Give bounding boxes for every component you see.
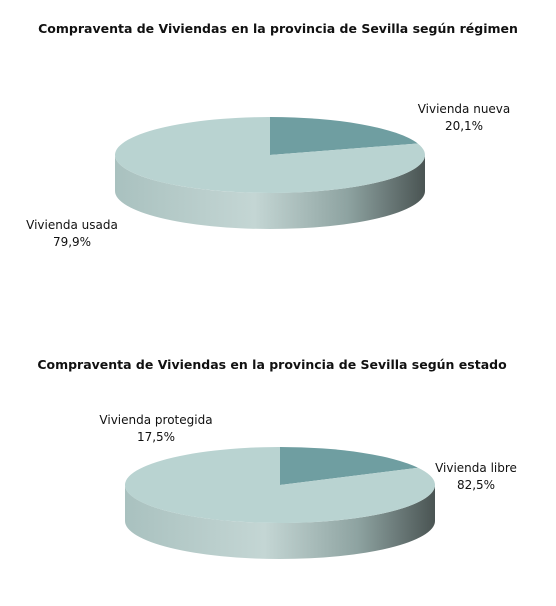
pie-side-wall [115,155,425,229]
pie-body [115,116,425,229]
slice-label-name: Vivienda nueva [418,102,511,116]
pie-slice-vivienda-usada [115,116,425,193]
pie-chart-regimen: Compraventa de Viviendas en la provincia… [26,21,518,249]
pie-slice-vivienda-protegida [280,447,419,485]
pie-slice-vivienda-libre [125,447,436,523]
pie-chart-estado: Compraventa de Viviendas en la provincia… [37,357,517,559]
slice-label-value: 17,5% [137,430,175,444]
slice-label-value: 20,1% [445,119,483,133]
slice-label-value: 82,5% [457,478,495,492]
slice-label-name: Vivienda protegida [99,413,212,427]
slice-label-value: 79,9% [53,235,91,249]
slice-label-name: Vivienda usada [26,218,118,232]
slice-label-name: Vivienda libre [435,461,517,475]
pie-body [125,447,436,559]
pie-side-wall [125,485,435,559]
chart-title: Compraventa de Viviendas en la provincia… [38,21,518,36]
pie-slice-vivienda-nueva [270,117,418,155]
chart-title: Compraventa de Viviendas en la provincia… [37,357,507,372]
